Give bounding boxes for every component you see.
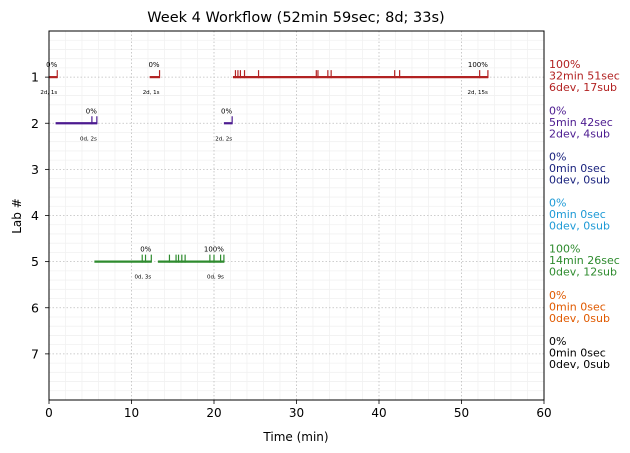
segment-percent-label: 0% — [46, 61, 57, 69]
lab-summary-line: 0dev, 0sub — [549, 312, 610, 325]
segment-stats-label: 2d, 1s — [143, 90, 160, 96]
x-tick-label: 30 — [289, 406, 304, 420]
lab-summary-line: 100% — [549, 58, 580, 71]
chart-title: Week 4 Workflow (52min 59sec; 8d; 33s) — [147, 10, 444, 26]
lab-summary-line: 0% — [549, 289, 566, 302]
lab-summary-line: 0min 0sec — [549, 162, 606, 175]
lab-summary-line: 0dev, 12sub — [549, 266, 617, 279]
segment-stats-label: 0d, 9s — [207, 275, 224, 281]
y-tick-label: 4 — [31, 208, 39, 223]
lab-summary-line: 2dev, 4sub — [549, 127, 610, 140]
lab-summary-line: 0min 0sec — [549, 208, 606, 221]
x-tick-label: 0 — [45, 406, 53, 420]
y-tick-label: 5 — [31, 254, 39, 269]
lab-summary-line: 0dev, 0sub — [549, 358, 610, 371]
lab-summary-line: 0% — [549, 150, 566, 163]
lab-summary-line: 0% — [549, 197, 566, 210]
segment-percent-label: 0% — [86, 107, 97, 115]
lab-summary-line: 0min 0sec — [549, 346, 606, 359]
x-tick-label: 20 — [206, 406, 221, 420]
lab-summary-line: 5min 42sec — [549, 116, 613, 129]
x-tick-label: 10 — [124, 406, 139, 420]
lab-summary-line: 32min 51sec — [549, 70, 620, 83]
lab-summary-line: 0dev, 0sub — [549, 220, 610, 233]
segment-percent-label: 0% — [140, 246, 151, 254]
segment-percent-label: 100% — [204, 246, 224, 254]
y-axis-label: Lab # — [10, 198, 24, 234]
y-tick-label: 1 — [31, 70, 39, 85]
y-tick-label: 2 — [31, 116, 39, 131]
x-tick-label: 40 — [371, 406, 386, 420]
segment-stats-label: 0d, 3s — [134, 275, 151, 281]
segment-percent-label: 0% — [148, 61, 159, 69]
y-tick-label: 7 — [31, 346, 39, 361]
lab-summary-line: 6dev, 17sub — [549, 81, 617, 94]
segment-stats-label: 2d, 2s — [215, 136, 232, 142]
segment-stats-label: 2d, 15s — [468, 90, 488, 96]
lab-summary-line: 0% — [549, 335, 566, 348]
lab-summary-line: 0% — [549, 104, 566, 117]
lab-summary-line: 100% — [549, 243, 580, 256]
x-axis-label: Time (min) — [262, 430, 328, 444]
y-tick-label: 6 — [31, 300, 39, 315]
segment-percent-label: 0% — [221, 107, 232, 115]
segment-stats-label: 0d, 2s — [80, 136, 97, 142]
x-tick-label: 60 — [536, 406, 551, 420]
axis-ticks: 0 10 20 30 40 50 60 1 2 3 4 5 6 7 — [31, 70, 552, 420]
x-tick-label: 50 — [454, 406, 469, 420]
lab-summary-line: 14min 26sec — [549, 254, 620, 267]
lab-summary-line: 0dev, 0sub — [549, 173, 610, 186]
segment-percent-label: 100% — [468, 61, 488, 69]
lab-summary-line: 0min 0sec — [549, 300, 606, 313]
y-tick-label: 3 — [31, 162, 39, 177]
